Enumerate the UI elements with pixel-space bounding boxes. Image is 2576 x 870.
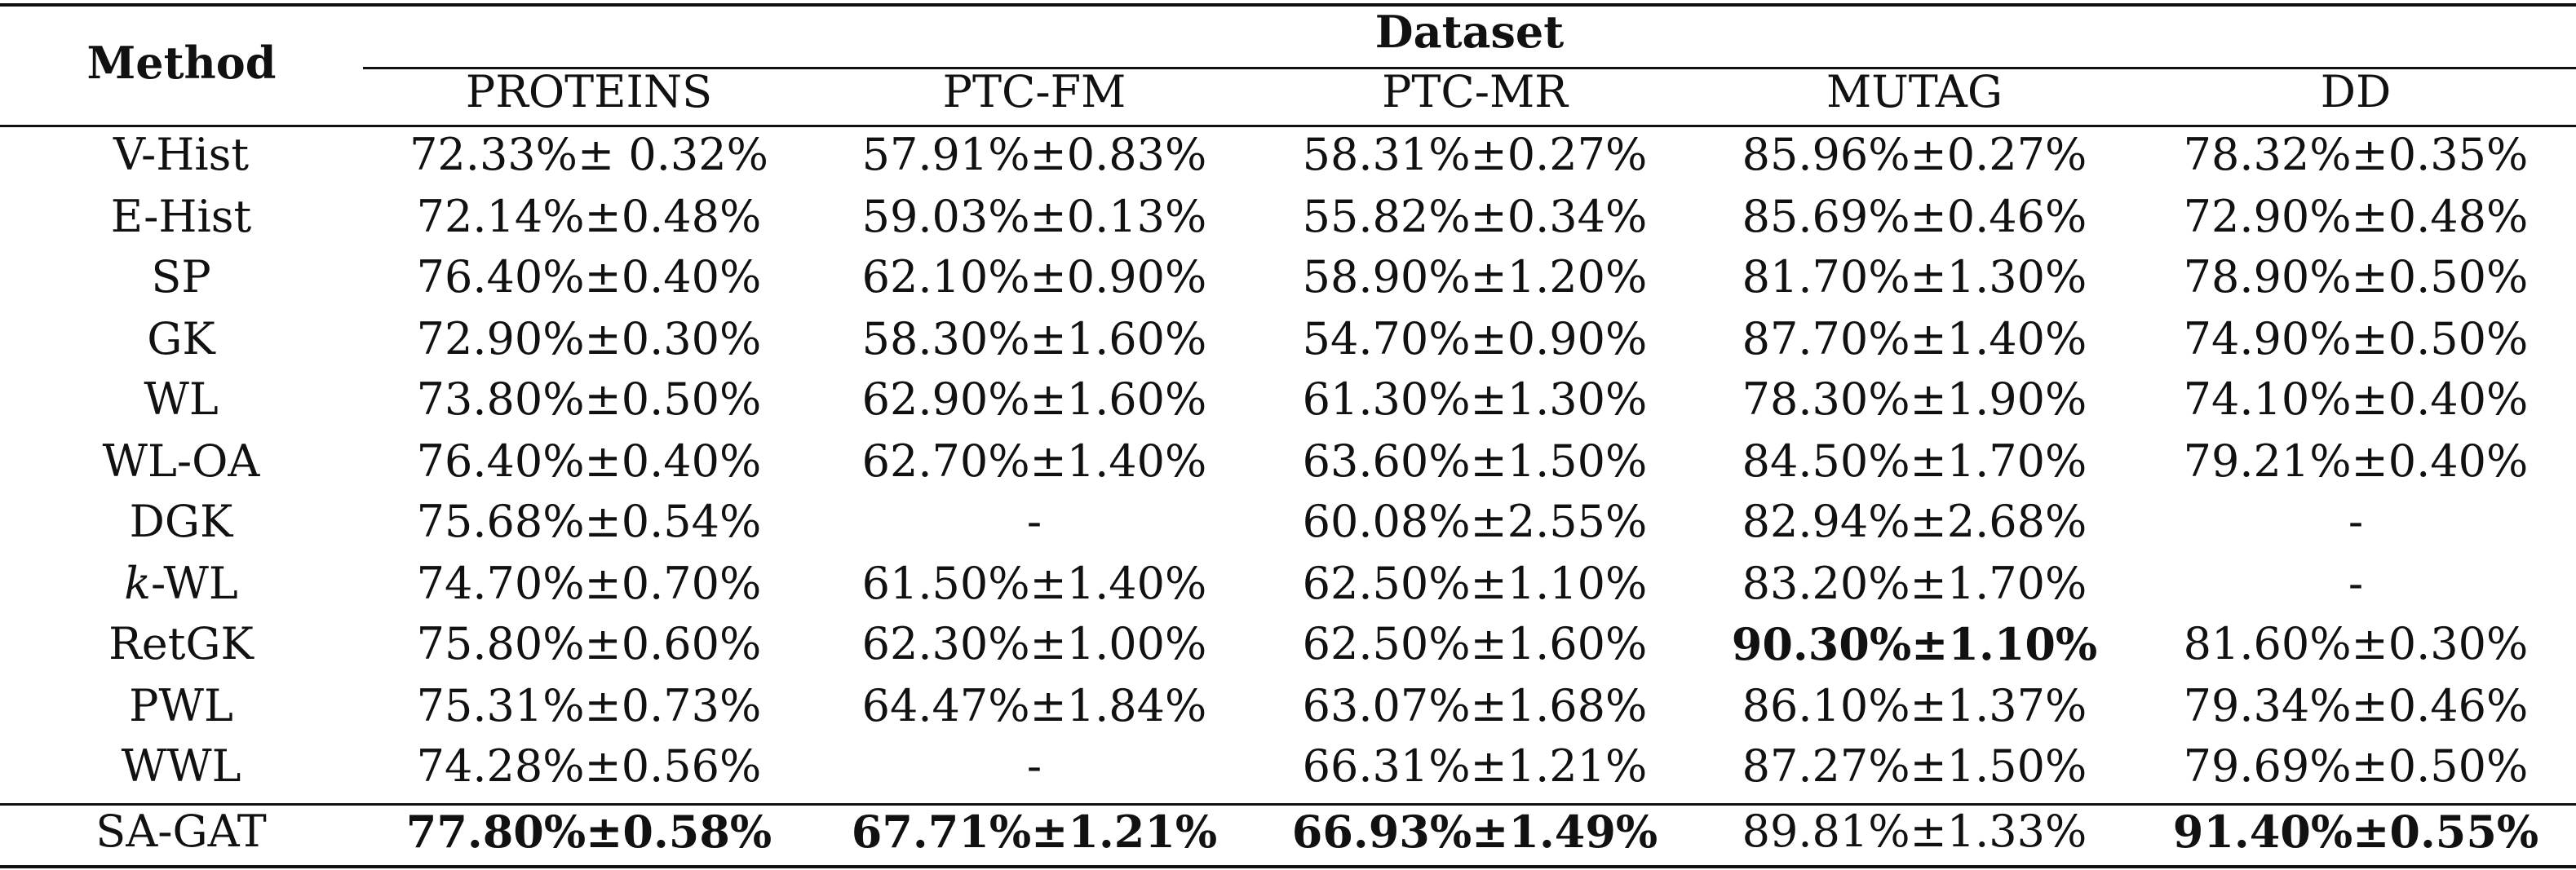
accuracy-cell: 79.21%±0.40% (2183, 435, 2529, 487)
method-name-italic-part: k (124, 558, 152, 609)
accuracy-cell: 72.90%±0.30% (416, 313, 762, 364)
method-name: k-WL (0, 554, 362, 614)
accuracy-cell: 72.33%± 0.32% (409, 129, 768, 180)
accuracy-cell: 76.40%±0.40% (416, 251, 762, 303)
accuracy-cell: - (2348, 496, 2364, 547)
dataset-header-rule (363, 67, 2576, 69)
accuracy-cell: - (2348, 558, 2364, 609)
method-name-text: SP (151, 251, 211, 303)
method-name-text: SA-GAT (95, 806, 267, 857)
accuracy-cell: 72.14%±0.48% (416, 191, 762, 242)
proposed-method-separator (0, 803, 2576, 806)
method-name: RetGK (0, 614, 362, 674)
accuracy-cell: 87.27%±1.50% (1742, 740, 2087, 792)
column-header-ptc-fm: PTC-FM (942, 66, 1126, 117)
method-name: GK (0, 309, 362, 369)
method-name-text: -WL (151, 558, 238, 609)
accuracy-cell: 75.80%±0.60% (416, 618, 762, 669)
method-name: WL (0, 369, 362, 430)
method-column-header: Method (86, 37, 277, 89)
method-name-text: WL (144, 373, 219, 425)
method-name: WWL (0, 736, 362, 797)
accuracy-cell: 73.80%±0.50% (416, 373, 762, 425)
accuracy-cell: 61.30%±1.30% (1302, 373, 1648, 425)
method-name: V-Hist (0, 125, 362, 185)
accuracy-cell: 62.50%±1.60% (1302, 618, 1648, 669)
method-name-text: DGK (129, 496, 233, 547)
table-top-rule (0, 3, 2576, 7)
accuracy-cell: 58.90%±1.20% (1302, 251, 1648, 303)
accuracy-cell: 81.70%±1.30% (1742, 251, 2087, 303)
method-name-text: WL-OA (102, 435, 260, 487)
accuracy-cell: 78.32%±0.35% (2183, 129, 2529, 180)
method-name: PWL (0, 676, 362, 736)
method-name: SP (0, 247, 362, 307)
accuracy-cell: 62.30%±1.00% (861, 618, 1207, 669)
accuracy-cell: 62.50%±1.10% (1302, 558, 1648, 609)
accuracy-cell: 77.80%±0.58% (405, 806, 772, 858)
accuracy-cell: 62.90%±1.60% (861, 373, 1207, 425)
accuracy-cell: 85.69%±0.46% (1742, 191, 2087, 242)
accuracy-cell: - (1026, 496, 1042, 547)
accuracy-cell: 74.70%±0.70% (416, 558, 762, 609)
method-name-text: PWL (129, 680, 233, 731)
accuracy-cell: 63.60%±1.50% (1302, 435, 1648, 487)
accuracy-cell: 62.70%±1.40% (861, 435, 1207, 487)
accuracy-cell: 84.50%±1.70% (1742, 435, 2087, 487)
accuracy-cell: 86.10%±1.37% (1742, 680, 2087, 731)
accuracy-cell: 83.20%±1.70% (1742, 558, 2087, 609)
column-header-proteins: PROTEINS (465, 66, 713, 117)
accuracy-cell: 79.69%±0.50% (2183, 740, 2529, 792)
accuracy-cell: 74.10%±0.40% (2183, 373, 2529, 425)
method-name-text: RetGK (108, 618, 254, 669)
method-name-text: E-Hist (110, 191, 252, 242)
accuracy-cell: 79.34%±0.46% (2183, 680, 2529, 731)
accuracy-cell: 58.31%±0.27% (1302, 129, 1648, 180)
accuracy-cell: 75.68%±0.54% (416, 496, 762, 547)
accuracy-cell: 91.40%±0.55% (2172, 806, 2539, 858)
method-name: DGK (0, 492, 362, 552)
accuracy-cell: 78.90%±0.50% (2183, 251, 2529, 303)
accuracy-cell: 62.10%±0.90% (861, 251, 1207, 303)
dataset-group-header: Dataset (1374, 6, 1565, 58)
accuracy-cell: 59.03%±0.13% (861, 191, 1207, 242)
accuracy-cell: 66.31%±1.21% (1302, 740, 1648, 792)
accuracy-cell: 72.90%±0.48% (2183, 191, 2529, 242)
column-header-mutag: MUTAG (1826, 66, 2003, 117)
accuracy-cell: 82.94%±2.68% (1742, 496, 2087, 547)
method-name: E-Hist (0, 187, 362, 247)
accuracy-cell: 63.07%±1.68% (1302, 680, 1648, 731)
accuracy-cell: 76.40%±0.40% (416, 435, 762, 487)
accuracy-cell: 90.30%±1.10% (1731, 618, 2098, 670)
column-header-ptc-mr: PTC-MR (1382, 66, 1568, 117)
table-bottom-rule (0, 865, 2576, 868)
accuracy-cell: 81.60%±0.30% (2183, 618, 2529, 669)
method-name-text: GK (147, 313, 215, 364)
accuracy-cell: 85.96%±0.27% (1742, 129, 2087, 180)
column-header-dd: DD (2320, 66, 2392, 117)
accuracy-cell: 61.50%±1.40% (861, 558, 1207, 609)
accuracy-cell: 58.30%±1.60% (861, 313, 1207, 364)
method-name-text: V-Hist (113, 129, 250, 180)
accuracy-cell: 64.47%±1.84% (861, 680, 1207, 731)
accuracy-cell: 57.91%±0.83% (861, 129, 1207, 180)
method-name: WL-OA (0, 431, 362, 492)
method-name: SA-GAT (0, 802, 362, 862)
accuracy-cell: 54.70%±0.90% (1302, 313, 1648, 364)
accuracy-cell: 74.90%±0.50% (2183, 313, 2529, 364)
accuracy-cell: 74.28%±0.56% (416, 740, 762, 792)
accuracy-cell: 55.82%±0.34% (1302, 191, 1648, 242)
accuracy-cell: 78.30%±1.90% (1742, 373, 2087, 425)
accuracy-cell: 67.71%±1.21% (851, 806, 1218, 858)
accuracy-cell: 75.31%±0.73% (416, 680, 762, 731)
accuracy-cell: 87.70%±1.40% (1742, 313, 2087, 364)
accuracy-cell: 60.08%±2.55% (1302, 496, 1648, 547)
accuracy-cell: 89.81%±1.33% (1742, 806, 2087, 857)
method-name-text: WWL (121, 740, 241, 792)
header-bottom-rule (0, 125, 2576, 127)
accuracy-cell: 66.93%±1.49% (1291, 806, 1658, 858)
accuracy-cell: - (1026, 740, 1042, 792)
